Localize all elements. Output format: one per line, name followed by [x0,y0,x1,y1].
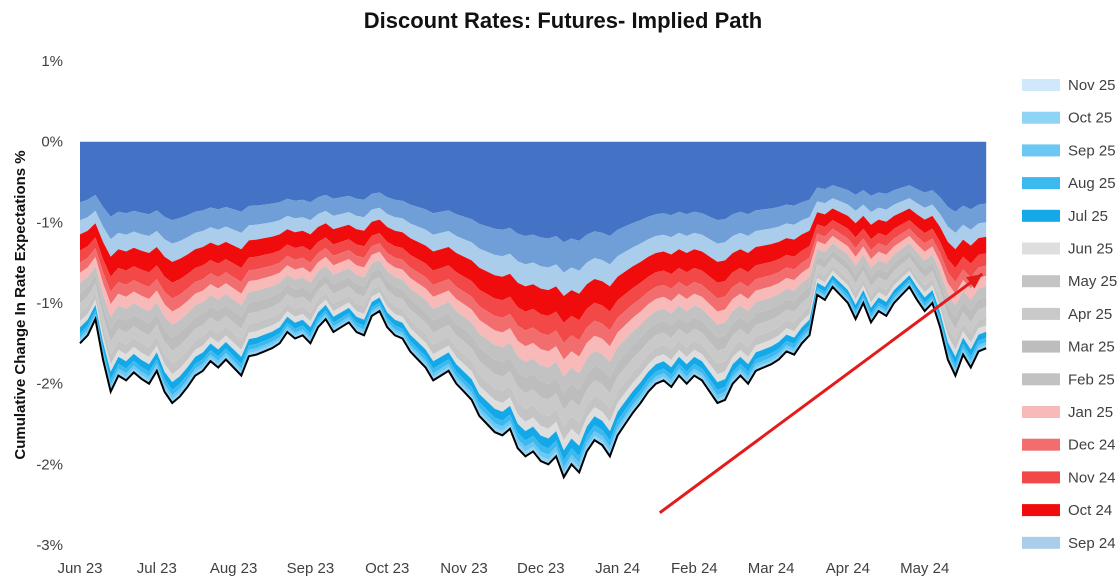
legend-swatch [1022,438,1060,451]
trend-arrow-shaft [658,272,984,514]
chart-title: Discount Rates: Futures- Implied Path [364,8,763,33]
legend-swatch [1022,242,1060,255]
legend-swatch [1022,536,1060,549]
area-series-oct-24 [80,208,987,323]
x-tick-label: Jul 23 [137,560,177,577]
x-tick-label: Feb 24 [671,560,718,577]
legend-label: Jul 25 [1068,208,1108,225]
stacked-areas [80,141,987,479]
legend-label: May 25 [1068,273,1117,290]
area-series-jan-25 [80,236,987,377]
legend-swatch [1022,340,1060,353]
x-tick-label: Jan 24 [595,560,640,577]
legend-label: Nov 25 [1068,77,1116,94]
area-series-nov-24 [80,220,987,343]
legend-label: Jan 25 [1068,404,1113,421]
area-series-jul-24 [80,141,987,243]
trend-arrow-head [966,273,983,289]
x-tick-label: Dec 23 [517,560,565,577]
x-tick-label: Oct 23 [365,560,409,577]
legend: Nov 25 Oct 25 Sep 25 Aug 25 Jul 25 Jun 25 May … [1022,77,1117,552]
area-series-sep-24 [80,198,987,296]
legend-swatch [1022,307,1060,320]
legend-swatch [1022,471,1060,484]
y-tick-label: -2% [36,456,63,473]
y-axis-ticks: 1% 0% -1% -1% -2% -2% -3% [36,53,63,554]
area-series-may-25 [80,265,987,441]
y-tick-label: -1% [36,214,63,231]
legend-label: Jun 25 [1068,241,1113,258]
total-path-line-group [79,285,987,480]
x-tick-label: Nov 23 [440,560,488,577]
y-tick-label: -2% [36,376,63,393]
area-series-dec-24 [80,228,987,360]
legend-swatch [1022,177,1060,190]
area-series-mar-25 [80,250,987,411]
x-tick-label: Jun 23 [57,560,102,577]
x-tick-label: Sep 23 [287,560,335,577]
trend-arrow [658,272,984,514]
legend-label: Aug 25 [1068,175,1116,192]
legend-label: Sep 25 [1068,142,1116,159]
x-tick-label: May 24 [900,560,949,577]
area-series-apr-25 [80,257,987,427]
y-tick-label: -1% [36,295,63,312]
y-tick-label: -3% [36,537,63,554]
legend-swatch [1022,504,1060,517]
x-tick-label: Apr 24 [826,560,870,577]
y-axis-label: Cumulative Change In Rate Expectations % [12,150,29,459]
legend-swatch [1022,144,1060,157]
legend-label: Apr 25 [1068,306,1112,323]
x-tick-label: Mar 24 [748,560,795,577]
total-path-line [79,285,987,480]
legend-swatch [1022,373,1060,386]
legend-swatch [1022,275,1060,288]
legend-swatch [1022,406,1060,418]
legend-label: Sep 24 [1068,535,1116,552]
legend-label: Nov 24 [1068,469,1116,486]
legend-label: Oct 25 [1068,110,1112,127]
legend-swatch [1022,209,1060,222]
area-series-aug-24 [80,185,987,273]
legend-label: Dec 24 [1068,437,1116,454]
y-tick-label: 1% [41,53,63,70]
area-series-feb-25 [80,243,987,394]
x-axis-ticks: Jun 23 Jul 23 Aug 23 Sep 23 Oct 23 Nov 23 Dec … [57,560,949,577]
legend-swatch [1022,111,1060,124]
y-tick-label: 0% [41,134,63,151]
legend-label: Mar 25 [1068,339,1115,356]
legend-swatch [1022,79,1060,91]
x-tick-label: Aug 23 [210,560,258,577]
legend-label: Feb 25 [1068,371,1115,388]
legend-label: Oct 24 [1068,502,1112,519]
